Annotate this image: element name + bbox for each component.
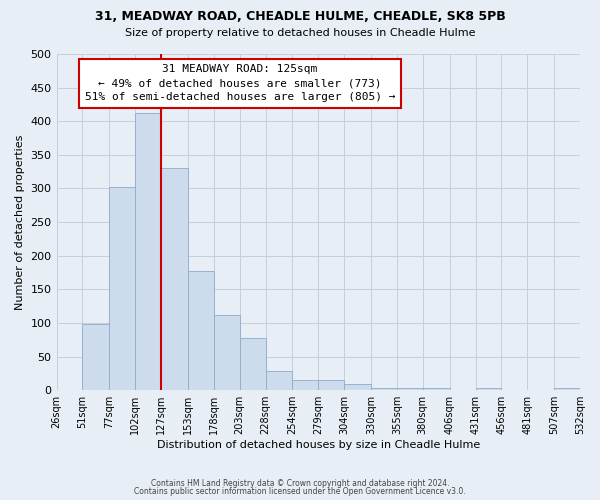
Bar	[292, 380, 318, 390]
Bar	[135, 113, 161, 390]
Bar	[109, 187, 135, 390]
Bar	[266, 372, 292, 390]
Bar	[423, 388, 449, 390]
Bar	[82, 324, 109, 390]
Text: Contains public sector information licensed under the Open Government Licence v3: Contains public sector information licen…	[134, 487, 466, 496]
Bar	[214, 315, 239, 390]
Bar	[397, 388, 423, 390]
Bar	[476, 388, 502, 390]
Bar	[318, 380, 344, 390]
Text: Size of property relative to detached houses in Cheadle Hulme: Size of property relative to detached ho…	[125, 28, 475, 38]
Text: 31 MEADWAY ROAD: 125sqm
← 49% of detached houses are smaller (773)
51% of semi-d: 31 MEADWAY ROAD: 125sqm ← 49% of detache…	[85, 64, 395, 102]
Bar	[554, 388, 580, 390]
Bar	[161, 168, 188, 390]
Bar	[239, 338, 266, 390]
Bar	[188, 270, 214, 390]
Y-axis label: Number of detached properties: Number of detached properties	[15, 134, 25, 310]
X-axis label: Distribution of detached houses by size in Cheadle Hulme: Distribution of detached houses by size …	[157, 440, 480, 450]
Text: 31, MEADWAY ROAD, CHEADLE HULME, CHEADLE, SK8 5PB: 31, MEADWAY ROAD, CHEADLE HULME, CHEADLE…	[95, 10, 505, 23]
Bar	[371, 388, 397, 390]
Bar	[344, 384, 371, 390]
Text: Contains HM Land Registry data © Crown copyright and database right 2024.: Contains HM Land Registry data © Crown c…	[151, 478, 449, 488]
